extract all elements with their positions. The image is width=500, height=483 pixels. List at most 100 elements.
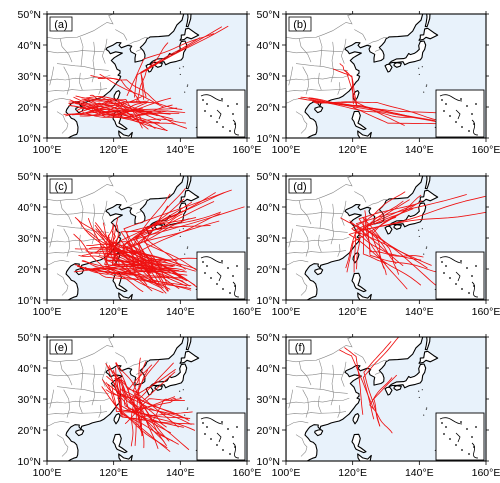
lat-tick-label: 40°N	[18, 40, 41, 52]
land-mass	[47, 176, 185, 300]
land-mass	[351, 433, 367, 454]
lat-tick-label: 30°N	[257, 71, 280, 83]
typhoon-track	[369, 377, 393, 434]
admin-border	[47, 50, 104, 54]
typhoon-track	[141, 213, 221, 275]
lat-tick-label: 30°N	[257, 394, 280, 406]
typhoon-track	[65, 107, 180, 117]
inset-island	[441, 422, 443, 424]
inset-island	[449, 277, 451, 279]
inset-island	[460, 421, 462, 423]
inset-coast	[200, 94, 224, 102]
typhoon-track	[358, 202, 420, 265]
inset-island	[455, 121, 457, 123]
admin-border	[49, 389, 54, 409]
lat-tick-label: 10°N	[257, 133, 280, 145]
inset-coast	[439, 94, 463, 102]
lon-tick-label: 120°E	[99, 306, 128, 318]
admin-border	[340, 200, 347, 226]
island-dot	[182, 228, 184, 230]
typhoon-track	[340, 217, 387, 276]
lat-tick-label: 30°N	[18, 71, 41, 83]
admin-border	[319, 199, 323, 229]
island-dot	[421, 389, 423, 391]
lon-tick-label: 160°E	[233, 306, 262, 318]
admin-border	[340, 361, 347, 387]
admin-border	[302, 389, 310, 418]
admin-border	[374, 49, 381, 52]
island-dot	[418, 67, 420, 69]
inset-island	[460, 260, 462, 262]
inset-island	[204, 110, 206, 112]
typhoon-track	[122, 220, 220, 265]
lat-tick-label: 40°N	[18, 202, 41, 214]
typhoon-track	[120, 224, 211, 284]
panel-label: (b)	[288, 16, 312, 32]
lon-tick-label: 140°E	[166, 306, 195, 318]
lat-tick-label: 50°N	[18, 332, 41, 344]
typhoon-track	[79, 102, 148, 117]
admin-border	[295, 434, 308, 457]
admin-border	[286, 250, 347, 254]
typhoon-track	[123, 189, 232, 284]
lat-tick-label: 50°N	[257, 171, 280, 183]
admin-border	[47, 212, 104, 216]
typhoon-track	[124, 397, 183, 412]
inset-island	[229, 453, 231, 455]
map-layer	[286, 14, 475, 138]
admin-border	[98, 82, 102, 95]
admin-border	[286, 212, 343, 216]
admin-border	[366, 360, 388, 369]
admin-border	[101, 200, 108, 226]
admin-border	[56, 111, 69, 134]
admin-border	[330, 364, 335, 406]
lon-tick-label: 120°E	[338, 306, 367, 318]
inset-island	[232, 113, 234, 115]
admin-border	[288, 389, 293, 409]
lon-tick-label: 120°E	[99, 467, 128, 479]
lon-tick-label: 100°E	[33, 306, 62, 318]
typhoon-track	[133, 26, 223, 98]
typhoon-track	[363, 341, 392, 427]
land-mass	[357, 453, 372, 461]
admin-border	[47, 88, 108, 92]
land-mass	[357, 292, 372, 300]
typhoon-track	[84, 266, 192, 287]
inset-island	[455, 283, 457, 285]
typhoon-track	[122, 201, 215, 279]
admin-border	[63, 228, 71, 257]
typhoon-track	[351, 191, 406, 267]
inset-island	[236, 103, 238, 105]
admin-border	[295, 63, 348, 71]
lat-tick-label: 20°N	[257, 425, 280, 437]
lon-tick-label: 120°E	[338, 144, 367, 156]
typhoon-track	[107, 384, 190, 450]
inset-island	[445, 265, 447, 267]
island-dot	[421, 66, 423, 68]
typhoon-track	[339, 349, 374, 410]
lat-tick-label: 40°N	[257, 202, 280, 214]
typhoon-track	[90, 75, 142, 104]
land-mass	[286, 337, 424, 461]
admin-border	[56, 63, 109, 71]
typhoon-track	[118, 376, 195, 425]
admin-border	[366, 199, 388, 208]
admin-border	[340, 38, 347, 64]
admin-border	[295, 111, 308, 134]
land-mass	[418, 189, 439, 203]
inset-island	[443, 110, 445, 112]
island-dot	[182, 389, 184, 391]
lon-tick-label: 120°E	[338, 467, 367, 479]
lat-tick-label: 20°N	[18, 264, 41, 276]
admin-border	[98, 405, 102, 418]
inset-coast	[439, 256, 463, 264]
inset-island	[468, 130, 470, 132]
inset-island	[445, 103, 447, 105]
land-mass	[384, 225, 393, 235]
inset-island	[236, 426, 238, 428]
typhoon-track	[89, 94, 168, 132]
island-dot	[418, 73, 420, 76]
lon-tick-label: 160°E	[472, 144, 500, 156]
inset-island	[221, 98, 223, 100]
